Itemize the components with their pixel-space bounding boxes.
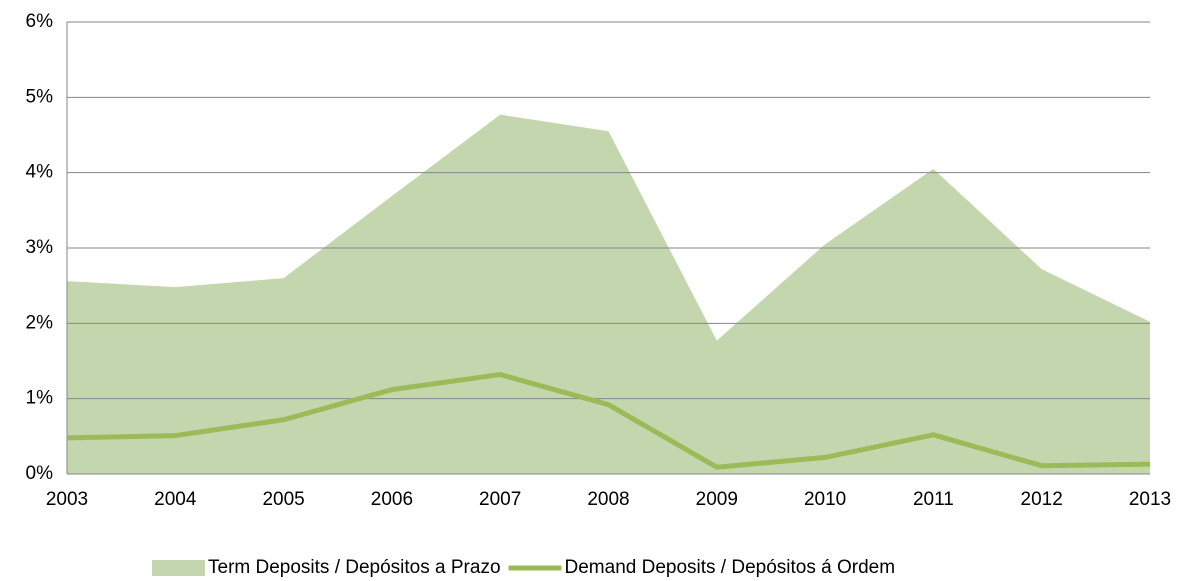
y-tick-label: 4% [26,162,54,183]
line [66,372,1151,470]
x-tick-label: 2013 [1129,489,1171,510]
legend-label: Term Deposits / Depósitos a Prazo [208,557,501,578]
x-tick-label: 2005 [262,489,304,510]
x-tick-label: 2003 [46,489,88,510]
area [67,114,1150,474]
x-tick-label: 2012 [1021,489,1063,510]
y-tick-label: 3% [26,237,54,258]
x-tick-label: 2004 [154,489,197,510]
x-tick-label: 2009 [696,489,738,510]
y-tick-label: 6% [26,11,54,32]
y-tick-label: 1% [26,388,54,409]
y-tick-label: 0% [26,463,54,484]
legend-label: Demand Deposits / Depósitos á Ordem [565,557,896,578]
y-tick-label: 2% [26,312,54,333]
x-tick-label: 2010 [804,489,846,510]
x-tick-label: 2006 [371,489,413,510]
x-tick-label: 2008 [587,489,629,510]
y-tick-label: 5% [26,86,54,107]
legend-swatch [152,560,205,576]
x-tick-label: 2007 [479,489,521,510]
x-tick-label: 2011 [913,489,954,510]
